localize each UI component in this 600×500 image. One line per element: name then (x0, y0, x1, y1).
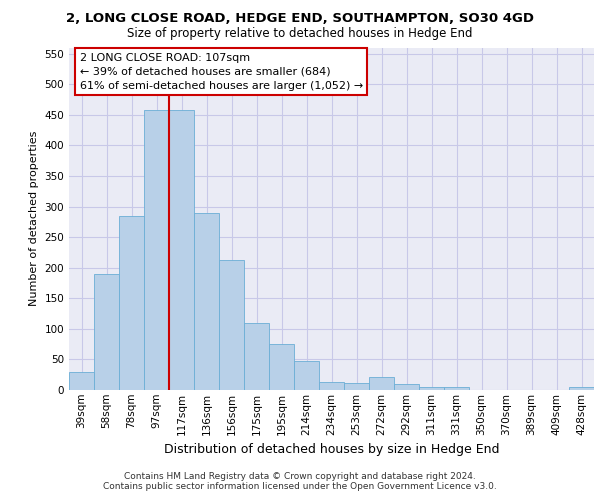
Bar (169, 110, 194, 390)
Bar (119, 216, 144, 390)
Text: Contains HM Land Registry data © Crown copyright and database right 2024.: Contains HM Land Registry data © Crown c… (124, 472, 476, 481)
Bar (394, 384, 419, 390)
Bar (319, 382, 344, 390)
Text: 2 LONG CLOSE ROAD: 107sqm
← 39% of detached houses are smaller (684)
61% of semi: 2 LONG CLOSE ROAD: 107sqm ← 39% of detac… (79, 52, 363, 90)
Bar (269, 344, 294, 390)
Bar (69, 372, 94, 390)
Text: 2, LONG CLOSE ROAD, HEDGE END, SOUTHAMPTON, SO30 4GD: 2, LONG CLOSE ROAD, HEDGE END, SOUTHAMPT… (66, 12, 534, 26)
Bar (219, 260, 244, 390)
Bar (144, 110, 169, 390)
Text: Contains public sector information licensed under the Open Government Licence v3: Contains public sector information licen… (103, 482, 497, 491)
Bar (94, 274, 119, 390)
Bar (344, 382, 369, 390)
Bar (369, 376, 394, 390)
Y-axis label: Number of detached properties: Number of detached properties (29, 131, 39, 306)
Bar (244, 322, 269, 390)
Bar (569, 387, 594, 390)
Text: Size of property relative to detached houses in Hedge End: Size of property relative to detached ho… (127, 28, 473, 40)
Bar (294, 362, 319, 390)
Bar (194, 212, 219, 390)
Bar (444, 387, 469, 390)
Bar (419, 387, 444, 390)
X-axis label: Distribution of detached houses by size in Hedge End: Distribution of detached houses by size … (164, 443, 499, 456)
